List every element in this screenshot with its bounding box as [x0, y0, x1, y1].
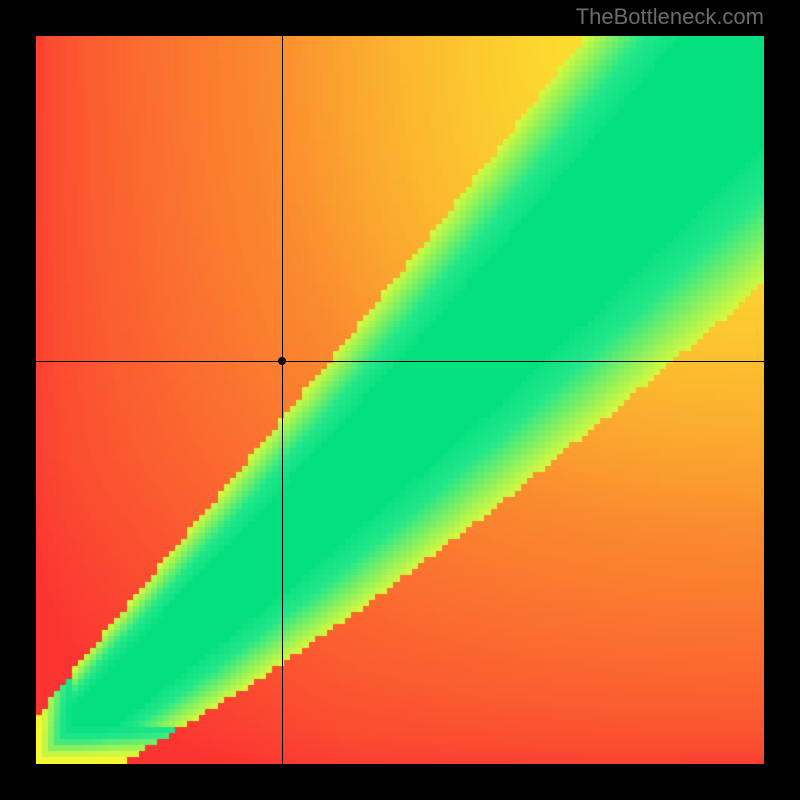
crosshair-vertical	[282, 36, 283, 764]
heatmap-canvas	[36, 36, 764, 764]
watermark-text: TheBottleneck.com	[576, 4, 764, 30]
crosshair-marker	[278, 357, 286, 365]
plot-area	[36, 36, 764, 764]
chart-frame: TheBottleneck.com	[0, 0, 800, 800]
crosshair-horizontal	[36, 361, 764, 362]
